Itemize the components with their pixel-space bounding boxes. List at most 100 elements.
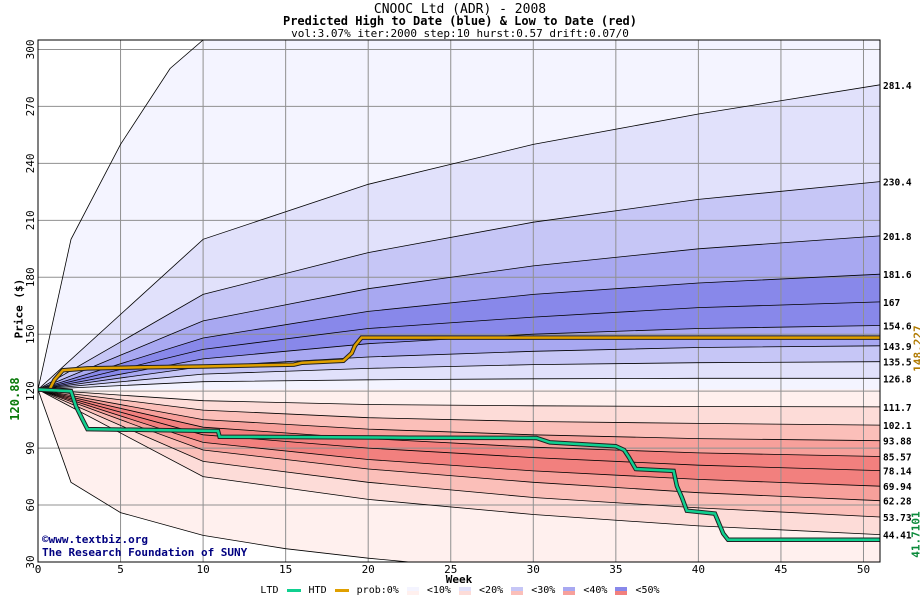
lower-band-outer [38, 389, 880, 562]
upper-quantile-line-1 [38, 181, 880, 390]
x-axis-label: Week [446, 573, 473, 586]
upper-quantile-line-3 [38, 273, 880, 390]
upper-quantile-line-0 [38, 84, 880, 390]
upper-band-inner [38, 378, 880, 390]
upper-band-1 [38, 181, 880, 390]
quantile-value-label-1: 230.4 [883, 178, 912, 189]
lower-quantile-line-4 [38, 389, 880, 471]
y-tick-label-30: 30 [24, 555, 37, 568]
upper-quantile-line-2 [38, 235, 880, 390]
legend-swatch-10 [406, 586, 419, 595]
lower-quantile-line-7 [38, 389, 880, 518]
upper-band-7 [38, 361, 880, 390]
legend-item-10: <10% [426, 585, 451, 596]
x-tick-label-25: 25 [444, 563, 457, 576]
legend-swatch-20 [459, 586, 471, 595]
ltd-final-label: 41.7101 [909, 511, 920, 558]
quantile-value-label-10: 102.1 [883, 421, 912, 432]
legend-swatch-30 [511, 586, 524, 595]
lower-quantile-line-8 [38, 389, 880, 535]
upper-extreme-line [38, 40, 204, 390]
quantile-value-label-0: 281.4 [883, 81, 912, 92]
plot-layer [38, 40, 880, 562]
lower-band-2 [38, 389, 880, 457]
x-tick-label-15: 15 [279, 563, 292, 576]
x-tick-label-45: 45 [774, 563, 787, 576]
legend-swatch-40 [563, 586, 576, 595]
x-tick-label-50: 50 [857, 563, 870, 576]
quantile-value-label-4: 167 [883, 298, 900, 309]
legend-htd-label: HTD [308, 585, 327, 596]
plot-frame [37, 39, 881, 563]
chart-subtitle: Predicted High to Date (blue) & Low to D… [282, 14, 637, 28]
quantile-value-label-14: 69.94 [883, 482, 912, 493]
upper-quantile-line-8 [38, 377, 880, 390]
y-tick-label-210: 210 [24, 210, 37, 230]
legend: LTD HTD prob:0% <10% <20% <30% <40% <50% [0, 585, 920, 597]
quantile-value-label-5: 154.6 [883, 321, 912, 332]
lower-band-5 [38, 389, 880, 501]
htd-final-label: 148.227 [911, 325, 920, 372]
legend-item-50: <50% [635, 585, 660, 596]
chart-parameters: vol:3.07% iter:2000 step:10 hurst:0.57 d… [291, 27, 629, 40]
lower-band-4 [38, 389, 880, 487]
x-tick-label-0: 0 [35, 563, 42, 576]
legend-swatch-50 [615, 586, 628, 595]
quantile-value-label-16: 53.73 [883, 513, 912, 524]
lower-quantile-line-3 [38, 389, 880, 457]
lower-quantile-line-5 [38, 389, 880, 487]
upper-quantile-line-4 [38, 301, 880, 390]
y-tick-label-270: 270 [24, 96, 37, 116]
lower-band-inner [38, 389, 880, 407]
upper-band-5 [38, 325, 880, 390]
y-tick-label-60: 60 [24, 498, 37, 511]
upper-band-2 [38, 235, 880, 390]
quantile-value-label-8: 126.8 [883, 374, 912, 385]
y-tick-label-240: 240 [24, 153, 37, 173]
lower-quantile-line-0 [38, 389, 880, 408]
x-tick-label-5: 5 [117, 563, 124, 576]
legend-prob-label: prob:0% [356, 585, 399, 596]
x-tick-label-10: 10 [196, 563, 209, 576]
quantile-value-label-7: 135.5 [883, 358, 912, 369]
website-credit: ©www.textbiz.org [42, 533, 148, 546]
lower-quantile-line-2 [38, 389, 880, 442]
ltd-line [38, 388, 880, 542]
lower-quantile-line-1 [38, 389, 880, 426]
upper-band-0 [38, 84, 880, 390]
legend-item-30: <30% [531, 585, 556, 596]
y-tick-label-180: 180 [24, 267, 37, 287]
y-tick-label-150: 150 [24, 324, 37, 344]
organization-credit: The Research Foundation of SUNY [42, 546, 248, 559]
quantile-value-label-2: 201.8 [883, 232, 912, 243]
y-tick-label-90: 90 [24, 441, 37, 454]
y-tick-label-300: 300 [24, 40, 37, 60]
quantile-value-label-17: 44.41 [883, 531, 912, 542]
upper-band-4 [38, 301, 880, 390]
quantile-value-label-15: 62.28 [883, 497, 912, 508]
upper-quantile-line-7 [38, 361, 880, 390]
quantile-value-label-13: 78.14 [883, 467, 912, 478]
x-tick-label-35: 35 [609, 563, 622, 576]
x-tick-label-20: 20 [362, 563, 375, 576]
quantile-value-label-6: 143.9 [883, 342, 912, 353]
legend-item-40: <40% [583, 585, 608, 596]
start-price-label: 120.88 [8, 377, 22, 421]
quantile-value-label-12: 85.57 [883, 453, 912, 464]
quantile-value-label-11: 93.88 [883, 437, 912, 448]
quantile-value-label-3: 181.6 [883, 270, 912, 281]
upper-band-outer [38, 40, 880, 390]
upper-quantile-line-6 [38, 345, 880, 390]
lower-band-1 [38, 389, 880, 441]
legend-item-20: <20% [479, 585, 504, 596]
lower-quantile-line-6 [38, 389, 880, 502]
lower-extreme-line [38, 389, 410, 562]
upper-band-3 [38, 274, 880, 390]
legend-ltd-swatch [286, 589, 301, 592]
y-tick-label-120: 120 [24, 381, 37, 401]
lower-band-0 [38, 389, 880, 426]
upper-band-6 [38, 345, 880, 390]
x-tick-label-30: 30 [527, 563, 540, 576]
quantile-value-label-9: 111.7 [883, 403, 912, 414]
